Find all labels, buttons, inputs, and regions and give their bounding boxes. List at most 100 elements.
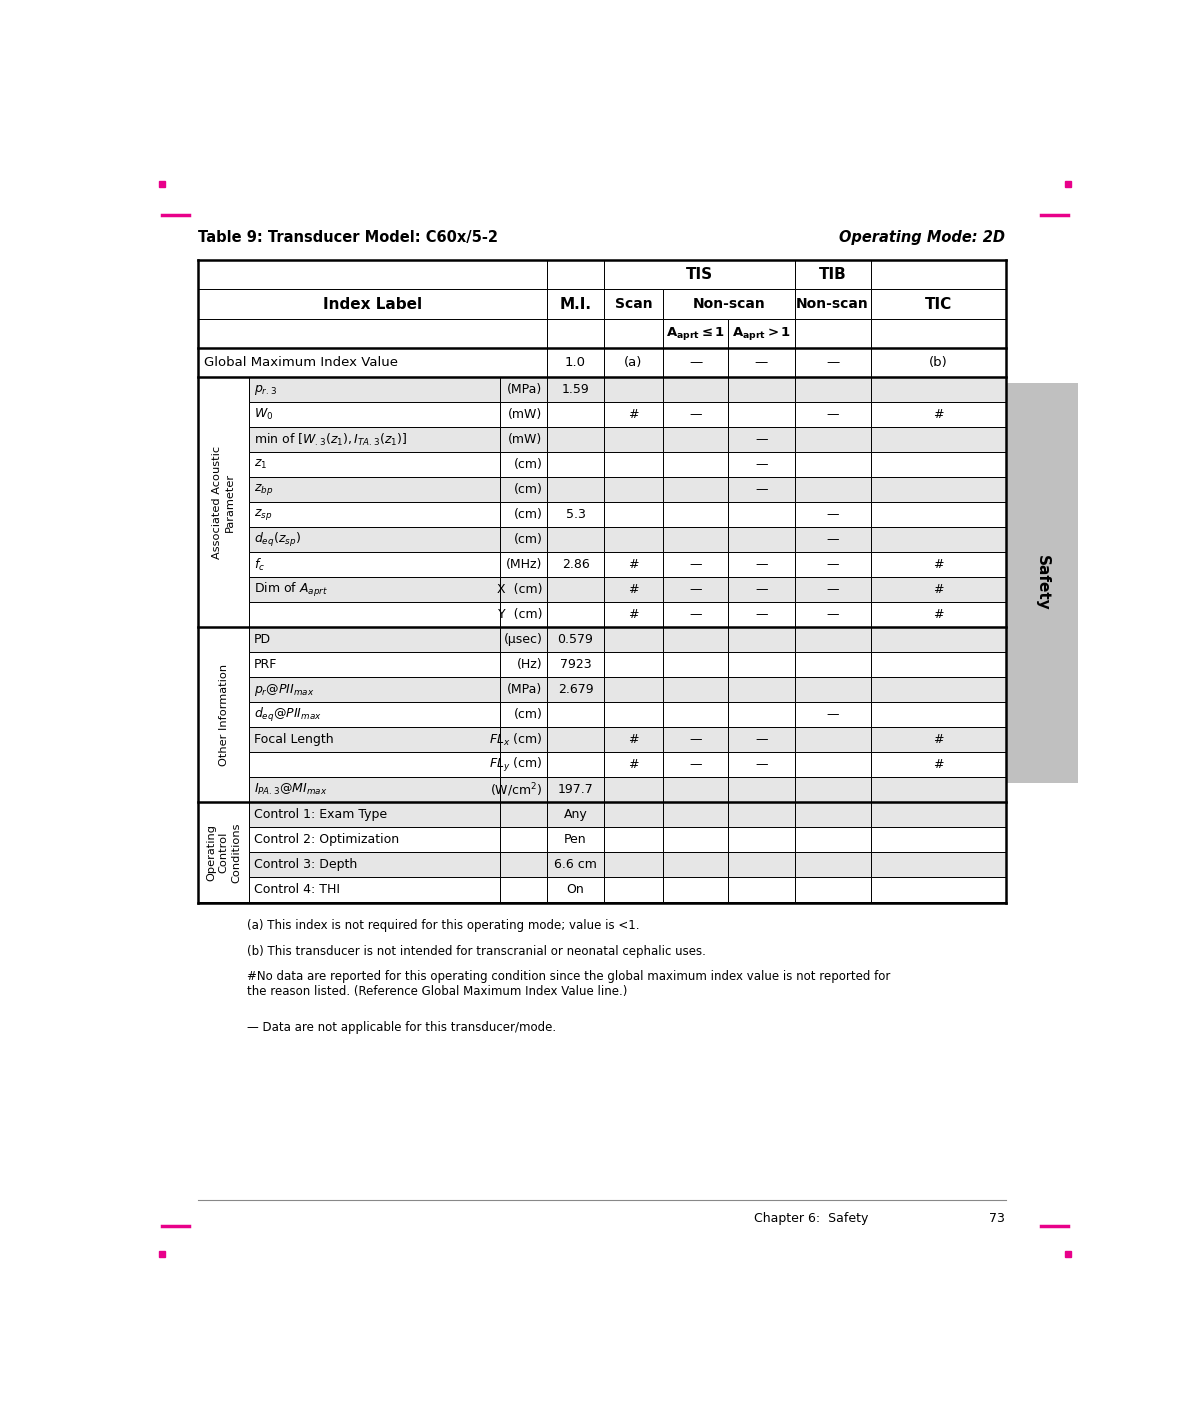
FancyBboxPatch shape (794, 378, 870, 402)
Text: —: — (827, 409, 839, 422)
Text: —: — (827, 608, 839, 621)
FancyBboxPatch shape (547, 349, 604, 378)
FancyBboxPatch shape (728, 627, 794, 653)
FancyBboxPatch shape (794, 653, 870, 677)
FancyBboxPatch shape (547, 802, 604, 828)
FancyBboxPatch shape (794, 603, 870, 627)
FancyBboxPatch shape (198, 349, 547, 378)
Text: $\mathbf{A}_{\mathbf{aprt}}$$\mathbf{\leq}$$\mathbf{1}$: $\mathbf{A}_{\mathbf{aprt}}$$\mathbf{\le… (666, 325, 725, 342)
Text: TIB: TIB (818, 266, 846, 282)
Text: 0.579: 0.579 (558, 633, 594, 647)
FancyBboxPatch shape (248, 502, 499, 527)
FancyBboxPatch shape (248, 802, 499, 828)
FancyBboxPatch shape (662, 477, 728, 502)
FancyBboxPatch shape (604, 553, 662, 577)
FancyBboxPatch shape (728, 778, 794, 802)
Text: Non-scan: Non-scan (692, 296, 766, 311)
Text: $z_1$: $z_1$ (253, 459, 266, 472)
Text: Control 3: Depth: Control 3: Depth (253, 858, 356, 872)
FancyBboxPatch shape (662, 727, 728, 752)
FancyBboxPatch shape (662, 778, 728, 802)
FancyBboxPatch shape (604, 878, 662, 902)
Text: Global Maximum Index Value: Global Maximum Index Value (204, 356, 398, 369)
FancyBboxPatch shape (870, 677, 1007, 703)
FancyBboxPatch shape (728, 752, 794, 778)
FancyBboxPatch shape (499, 477, 547, 502)
Text: Index Label: Index Label (323, 296, 422, 312)
Text: #: # (628, 734, 638, 747)
Text: #: # (628, 559, 638, 571)
FancyBboxPatch shape (870, 752, 1007, 778)
FancyBboxPatch shape (728, 319, 794, 349)
FancyBboxPatch shape (728, 452, 794, 477)
FancyBboxPatch shape (794, 727, 870, 752)
Text: —: — (827, 509, 839, 522)
Text: 2.679: 2.679 (558, 684, 593, 697)
FancyBboxPatch shape (662, 402, 728, 428)
FancyBboxPatch shape (248, 527, 499, 553)
Text: #: # (628, 583, 638, 596)
FancyBboxPatch shape (547, 752, 604, 778)
FancyBboxPatch shape (728, 577, 794, 603)
FancyBboxPatch shape (547, 502, 604, 527)
FancyBboxPatch shape (604, 727, 662, 752)
Text: —: — (827, 708, 839, 721)
FancyBboxPatch shape (198, 259, 547, 289)
FancyBboxPatch shape (499, 603, 547, 627)
FancyBboxPatch shape (794, 553, 870, 577)
FancyBboxPatch shape (604, 703, 662, 727)
FancyBboxPatch shape (662, 627, 728, 653)
FancyBboxPatch shape (248, 677, 499, 703)
FancyBboxPatch shape (248, 402, 499, 428)
Text: #: # (628, 758, 638, 771)
FancyBboxPatch shape (1007, 383, 1078, 784)
Text: (Hz): (Hz) (517, 658, 542, 671)
FancyBboxPatch shape (499, 878, 547, 902)
FancyBboxPatch shape (547, 653, 604, 677)
FancyBboxPatch shape (604, 527, 662, 553)
FancyBboxPatch shape (604, 653, 662, 677)
FancyBboxPatch shape (870, 852, 1007, 878)
FancyBboxPatch shape (662, 502, 728, 527)
Text: 73: 73 (989, 1211, 1004, 1224)
FancyBboxPatch shape (870, 452, 1007, 477)
Text: min of $[W_{.3}(z_1),I_{TA.3}(z_1)]$: min of $[W_{.3}(z_1),I_{TA.3}(z_1)]$ (253, 432, 407, 447)
Text: —: — (826, 356, 839, 369)
FancyBboxPatch shape (547, 259, 604, 289)
FancyBboxPatch shape (662, 828, 728, 852)
FancyBboxPatch shape (248, 477, 499, 502)
FancyBboxPatch shape (794, 627, 870, 653)
Text: —: — (689, 583, 702, 596)
Text: — Data are not applicable for this transducer/mode.: — Data are not applicable for this trans… (247, 1022, 556, 1035)
FancyBboxPatch shape (248, 627, 499, 653)
Text: Table 9: Transducer Model: C60x/5-2: Table 9: Transducer Model: C60x/5-2 (198, 231, 498, 245)
Text: $p_{r.3}$: $p_{r.3}$ (253, 383, 276, 396)
FancyBboxPatch shape (604, 452, 662, 477)
FancyBboxPatch shape (794, 289, 870, 319)
FancyBboxPatch shape (547, 428, 604, 452)
FancyBboxPatch shape (794, 259, 870, 289)
FancyBboxPatch shape (870, 603, 1007, 627)
FancyBboxPatch shape (662, 319, 728, 349)
Text: —: — (755, 734, 768, 747)
FancyBboxPatch shape (547, 828, 604, 852)
FancyBboxPatch shape (604, 349, 662, 378)
Text: Dim of $A_{aprt}$: Dim of $A_{aprt}$ (253, 581, 328, 598)
Text: (MHz): (MHz) (506, 559, 542, 571)
Text: (cm): (cm) (514, 708, 542, 721)
FancyBboxPatch shape (198, 627, 248, 802)
Text: Control 4: THI: Control 4: THI (253, 884, 340, 896)
FancyBboxPatch shape (870, 878, 1007, 902)
FancyBboxPatch shape (547, 289, 604, 319)
Text: —: — (755, 459, 768, 472)
FancyBboxPatch shape (794, 527, 870, 553)
FancyBboxPatch shape (870, 828, 1007, 852)
Text: On: On (566, 884, 584, 896)
FancyBboxPatch shape (728, 402, 794, 428)
FancyBboxPatch shape (794, 319, 870, 349)
Text: —: — (755, 758, 768, 771)
FancyBboxPatch shape (870, 778, 1007, 802)
FancyBboxPatch shape (499, 428, 547, 452)
FancyBboxPatch shape (248, 452, 499, 477)
Text: $\mathbf{A}_{\mathbf{aprt}}$$\mathbf{>1}$: $\mathbf{A}_{\mathbf{aprt}}$$\mathbf{>1}… (732, 325, 791, 342)
